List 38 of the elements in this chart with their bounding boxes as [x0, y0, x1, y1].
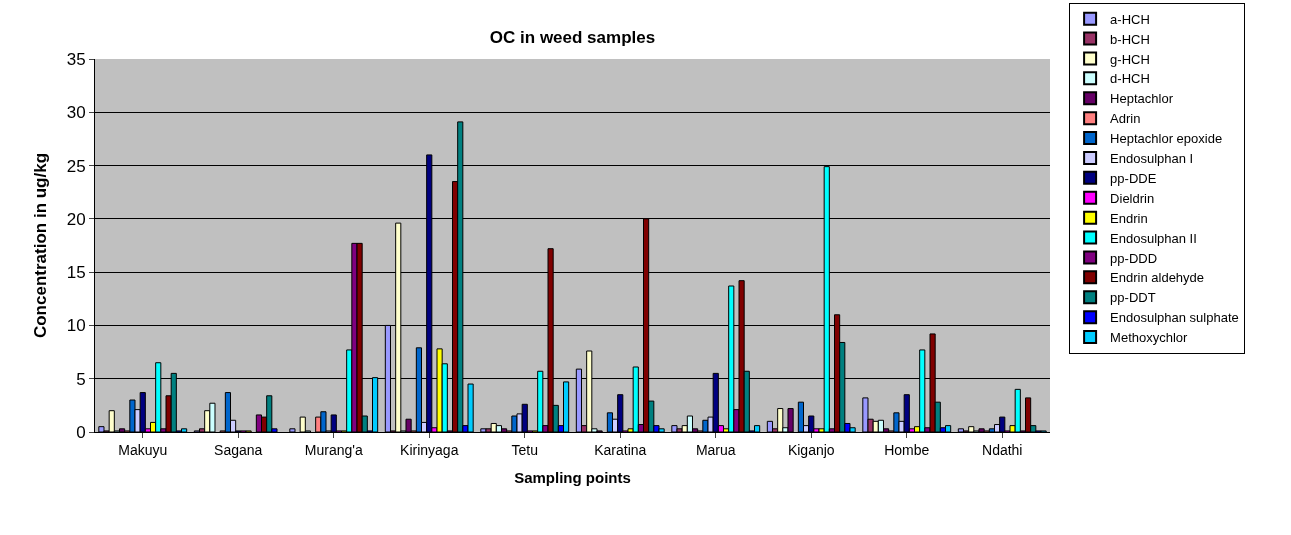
- y-tick-label: 30: [66, 103, 86, 123]
- legend-label: Methoxychlor: [1110, 330, 1189, 346]
- y-tick-label: 10: [66, 316, 86, 336]
- legend-label: g-HCH: [1110, 51, 1150, 67]
- legend-label: Dieldrin: [1110, 190, 1155, 206]
- y-tick-label: 5: [76, 369, 86, 389]
- x-tick-label: Murang'a: [304, 441, 363, 458]
- x-tick-label: Hombe: [884, 441, 930, 458]
- legend-label: a-HCH: [1110, 11, 1150, 27]
- y-tick-label: 0: [76, 422, 86, 442]
- legend-label: pp-DDT: [1110, 290, 1156, 306]
- y-tick-label: 15: [66, 263, 86, 283]
- chart-title: OC in weed samples: [489, 28, 656, 48]
- legend-label: d-HCH: [1110, 71, 1150, 87]
- x-tick-label: Karatina: [594, 441, 647, 458]
- x-tick-label: Tetu: [511, 441, 538, 458]
- x-tick-label: Kirinyaga: [400, 441, 459, 458]
- x-tick-label: Kiganjo: [787, 441, 835, 458]
- legend-label: Endrin: [1110, 210, 1148, 226]
- x-tick-label: Makuyu: [118, 441, 168, 458]
- legend-label: Endosulphan I: [1110, 151, 1194, 166]
- legend-label: pp-DDE: [1110, 170, 1157, 186]
- y-tick-label: 25: [66, 156, 86, 176]
- y-tick-label: 20: [66, 209, 86, 229]
- x-tick-label: Sagana: [214, 441, 263, 458]
- x-tick-label: Ndathi: [982, 441, 1023, 458]
- legend-label: b-HCH: [1110, 31, 1150, 47]
- x-axis-title: Sampling points: [514, 468, 631, 486]
- legend-label: Endrin aldehyde: [1110, 270, 1205, 286]
- legend-label: Endosulphan sulphate: [1110, 310, 1239, 326]
- y-axis-title: Concentration in ug/kg: [31, 152, 51, 339]
- y-tick-label: 35: [66, 49, 86, 69]
- legend-label: Heptachlor epoxide: [1110, 131, 1223, 147]
- legend-label: pp-DDD: [1110, 250, 1158, 266]
- x-tick-label: Marua: [695, 441, 736, 458]
- legend-label: Adrin: [1110, 111, 1141, 127]
- legend-label: Endosulphan II: [1110, 230, 1197, 246]
- legend-label: Heptachlor: [1110, 91, 1174, 107]
